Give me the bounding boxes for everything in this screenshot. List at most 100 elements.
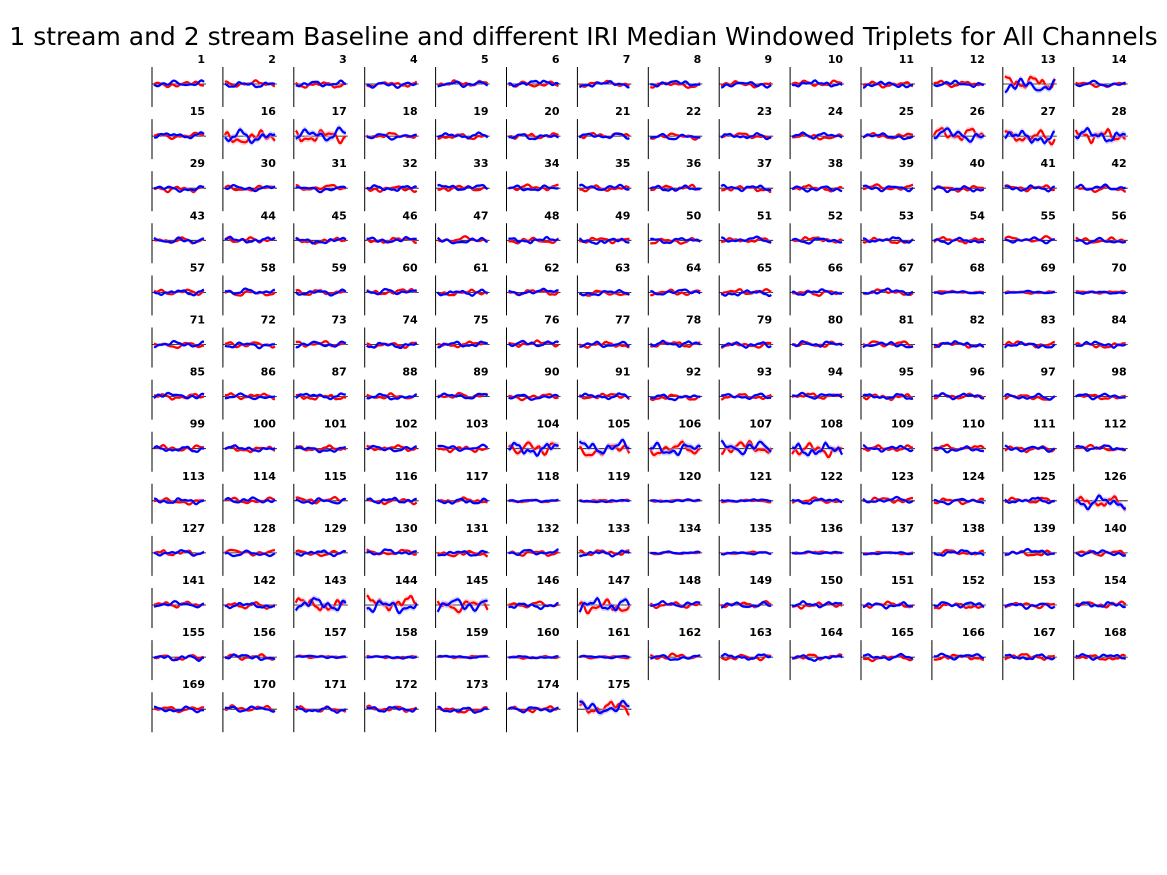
blue-shading	[437, 80, 488, 89]
channel-panel-9: 9	[718, 53, 774, 107]
channel-label: 122	[820, 470, 843, 483]
channel-label: 121	[749, 470, 772, 483]
channel-label: 104	[537, 418, 560, 431]
blue-shading	[366, 598, 417, 616]
channel-panel-135: 135	[718, 522, 774, 576]
blue-series-line	[649, 441, 702, 456]
channel-panel-145: 145	[435, 574, 490, 628]
blue-series-line	[507, 339, 560, 348]
channel-panel-27: 27	[1002, 105, 1057, 160]
channel-label: 138	[962, 522, 985, 535]
red-series-line	[721, 440, 773, 455]
channel-panel-6: 6	[506, 53, 561, 107]
channel-label: 47	[473, 209, 488, 222]
channel-label: 175	[607, 678, 630, 691]
blue-series-line	[720, 289, 772, 297]
channel-label: 86	[261, 366, 277, 379]
channel-panel-32: 32	[364, 157, 419, 212]
red-series-line	[437, 391, 488, 400]
channel-label: 37	[757, 157, 772, 170]
blue-series-line	[579, 654, 630, 660]
channel-label: 137	[891, 522, 914, 535]
blue-series-line	[295, 392, 347, 401]
blue-series-line	[933, 290, 985, 295]
channel-panel-13: 13	[1002, 53, 1057, 107]
channel-label: 95	[899, 366, 914, 379]
red-series-line	[437, 133, 488, 141]
blue-series-line	[578, 80, 630, 89]
channel-label: 84	[1111, 314, 1127, 327]
blue-series-line	[437, 392, 489, 400]
blue-series-line	[366, 341, 418, 350]
channel-panel-68: 68	[931, 261, 986, 316]
red-series-line	[862, 600, 914, 609]
blue-series-line	[579, 392, 630, 401]
channel-panel-151: 151	[860, 574, 915, 628]
channel-panel-154: 154	[1073, 574, 1128, 628]
channel-panel-82: 82	[931, 314, 986, 368]
channel-label: 173	[466, 678, 489, 691]
blue-series-line	[437, 340, 489, 349]
blue-series-line	[933, 236, 985, 245]
channel-label: 49	[615, 209, 630, 222]
channel-label: 167	[1033, 626, 1056, 639]
channel-label: 63	[615, 261, 630, 274]
channel-panel-8: 8	[647, 53, 703, 107]
red-series-line	[1004, 496, 1056, 504]
channel-label: 60	[402, 261, 418, 274]
blue-series-line	[578, 699, 630, 715]
channel-label: 38	[828, 157, 843, 170]
blue-shading	[863, 184, 913, 193]
red-series-line	[295, 705, 347, 713]
blue-series-line	[1075, 601, 1126, 609]
red-series-line	[1075, 653, 1126, 661]
blue-series-line	[224, 128, 276, 145]
channel-label: 136	[820, 522, 843, 535]
blue-series-line	[436, 598, 488, 613]
channel-label: 5	[481, 53, 489, 66]
channel-panel-10: 10	[789, 53, 845, 107]
channel-label: 19	[473, 105, 488, 118]
channel-panel-88: 88	[364, 366, 419, 420]
channel-panel-42: 42	[1073, 157, 1128, 212]
red-series-line	[933, 236, 985, 245]
channel-label: 151	[891, 574, 914, 587]
blue-series-line	[224, 653, 275, 661]
channel-panel-123: 123	[860, 470, 915, 524]
channel-label: 15	[190, 105, 205, 118]
channel-label: 143	[324, 574, 347, 587]
blue-series-line	[579, 340, 630, 348]
channel-panel-158: 158	[364, 626, 419, 681]
red-series-line	[1075, 495, 1126, 511]
blue-series-line	[224, 392, 276, 401]
blue-series-line	[508, 548, 559, 556]
channel-label: 46	[402, 209, 418, 222]
blue-series-line	[862, 80, 914, 89]
blue-series-line	[437, 705, 489, 714]
channel-label: 172	[395, 678, 418, 691]
blue-series-line	[1004, 289, 1056, 295]
channel-panel-69: 69	[1002, 261, 1057, 316]
channel-label: 125	[1033, 470, 1056, 483]
channel-label: 27	[1040, 105, 1055, 118]
channel-panel-60: 60	[364, 261, 419, 316]
channel-panel-102: 102	[364, 418, 419, 472]
channel-panel-148: 148	[647, 574, 703, 628]
channel-label: 17	[331, 105, 346, 118]
channel-label: 20	[544, 105, 560, 118]
channel-panel-20: 20	[506, 105, 561, 160]
channel-panel-162: 162	[647, 626, 703, 681]
channel-panel-67: 67	[860, 261, 915, 316]
blue-series-line	[720, 439, 772, 456]
blue-series-line	[366, 81, 418, 89]
blue-series-line	[791, 600, 843, 609]
blue-series-line	[1075, 653, 1127, 661]
channel-label: 163	[749, 626, 772, 639]
channel-panel-55: 55	[1002, 209, 1057, 264]
channel-label: 9	[765, 53, 773, 66]
channel-label: 44	[261, 209, 277, 222]
channel-label: 100	[253, 418, 276, 431]
channel-label: 22	[686, 105, 701, 118]
blue-series-line	[366, 444, 417, 453]
blue-series-line	[720, 341, 772, 349]
